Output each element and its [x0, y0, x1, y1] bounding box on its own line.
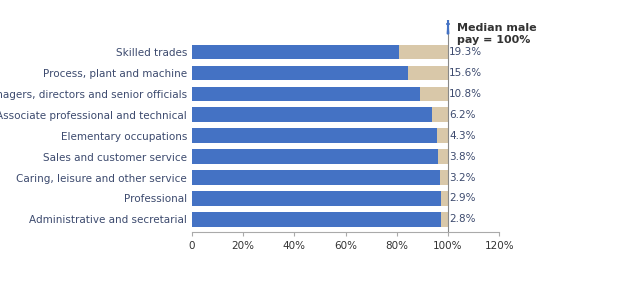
Text: 4.3%: 4.3% [449, 130, 476, 141]
Bar [192, 191, 440, 206]
Text: 6.2%: 6.2% [449, 110, 476, 119]
Text: 2.9%: 2.9% [449, 193, 476, 204]
Bar [399, 45, 448, 59]
Bar [438, 149, 448, 164]
Bar [440, 171, 448, 185]
Bar [192, 45, 399, 59]
Bar [192, 212, 441, 226]
Bar [437, 128, 448, 143]
Bar [192, 149, 438, 164]
Text: 3.2%: 3.2% [449, 173, 476, 182]
Text: 19.3%: 19.3% [449, 47, 482, 57]
Text: 15.6%: 15.6% [449, 68, 482, 78]
Bar [192, 171, 440, 185]
Bar [192, 108, 432, 122]
Bar [441, 212, 448, 226]
Circle shape [447, 14, 449, 22]
Text: 3.8%: 3.8% [449, 152, 476, 162]
Bar [192, 128, 437, 143]
Text: 10.8%: 10.8% [449, 89, 482, 99]
Bar [192, 66, 408, 80]
Bar [420, 86, 448, 101]
Text: Median male
pay = 100%: Median male pay = 100% [457, 23, 536, 45]
Text: 2.8%: 2.8% [449, 214, 476, 224]
Bar [432, 108, 448, 122]
Bar [408, 66, 448, 80]
Bar [440, 191, 448, 206]
Bar [192, 86, 420, 101]
